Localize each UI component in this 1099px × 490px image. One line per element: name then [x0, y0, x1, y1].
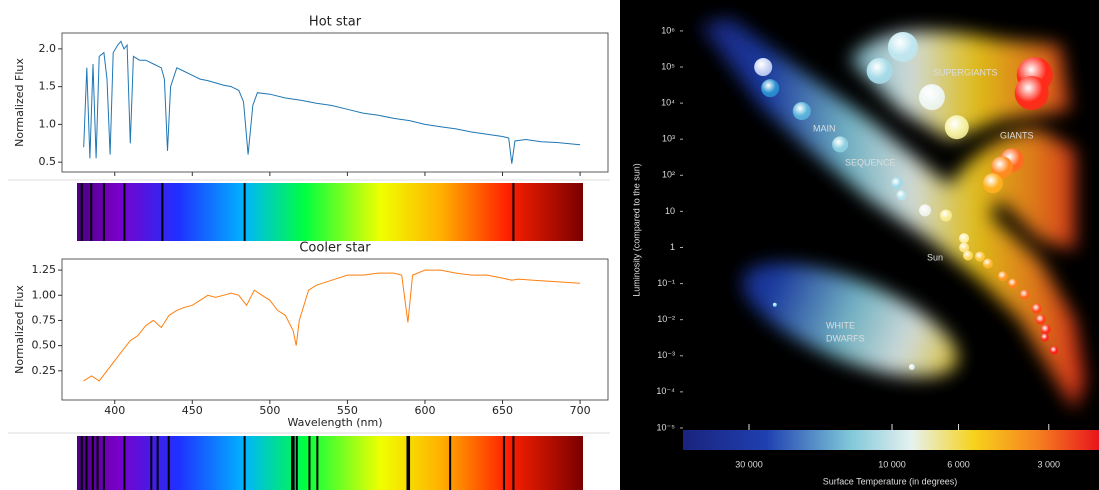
- y-tick-label: 10: [665, 206, 675, 216]
- y-tick-label: 0.50: [32, 339, 57, 352]
- star: [792, 102, 811, 121]
- y-tick-label: 2.0: [39, 42, 57, 55]
- y-tick-label: 10²: [662, 170, 675, 180]
- x-tick-label: 6 000: [947, 459, 970, 469]
- annotation: SUPERGIANTS: [933, 67, 998, 77]
- x-tick-label: 700: [570, 404, 591, 417]
- y-tick-label: 1.25: [32, 263, 57, 276]
- star: [890, 177, 903, 190]
- y-tick-label: 10⁻³: [657, 350, 675, 360]
- annotation: MAIN: [813, 123, 836, 133]
- star: [959, 233, 970, 244]
- y-tick-label: 1: [670, 242, 675, 252]
- y-tick-label: 10⁻²: [657, 314, 675, 324]
- y-axis-label: Luminosity (compared to the sun): [631, 163, 641, 297]
- plot-frame: [61, 32, 609, 173]
- x-tick-label: 400: [104, 404, 125, 417]
- x-tick-label: 30 000: [735, 459, 763, 469]
- annotation: SEQUENCE: [845, 157, 896, 167]
- y-tick-label: 10⁶: [661, 25, 675, 35]
- x-axis-label: Wavelength (nm): [287, 416, 382, 429]
- y-tick-label: 0.25: [32, 364, 57, 377]
- y-tick-label: 0.5: [39, 155, 57, 168]
- y-tick-label: 10⁻¹: [657, 278, 675, 288]
- y-tick-label: 10⁻⁵: [657, 422, 676, 432]
- y-tick-label: 1.5: [39, 80, 57, 93]
- x-tick-label: 550: [337, 404, 358, 417]
- x-tick-label: 3 000: [1038, 459, 1061, 469]
- y-tick-label: 10⁻⁴: [656, 386, 675, 396]
- spectrum-strip: [77, 183, 583, 241]
- x-tick-label: 650: [492, 404, 513, 417]
- y-tick-label: 10³: [662, 134, 675, 144]
- annotation: DWARFS: [826, 333, 865, 343]
- y-tick-label: 10⁵: [661, 61, 675, 71]
- star: [974, 251, 985, 262]
- y-tick-label: 1.00: [32, 288, 57, 301]
- star: [761, 79, 780, 98]
- x-tick-label: 450: [182, 404, 203, 417]
- spectrum-line: [83, 40, 581, 164]
- x-axis-label: Surface Temperature (in degrees): [823, 476, 957, 486]
- x-tick-label: 600: [414, 404, 435, 417]
- star: [997, 271, 1008, 282]
- star: [908, 363, 915, 370]
- spectrum-line: [83, 269, 581, 382]
- annotation: WHITE: [826, 320, 855, 330]
- star: [1014, 76, 1049, 111]
- star: [1040, 333, 1049, 342]
- y-axis-label: Normalized Flux: [13, 58, 26, 147]
- star: [1007, 278, 1018, 289]
- chart-title: Cooler star: [299, 241, 371, 256]
- star: [939, 209, 952, 222]
- star: [1050, 346, 1059, 355]
- annotation: GIANTS: [1000, 130, 1034, 140]
- spectrum-strip: [77, 436, 583, 490]
- temperature-colorbar: [683, 430, 1099, 450]
- star: [990, 156, 1013, 179]
- y-tick-label: 1.0: [39, 117, 57, 130]
- star: [962, 250, 973, 261]
- annotation: Sun: [927, 252, 943, 262]
- x-tick-label: 500: [259, 404, 280, 417]
- star: [887, 31, 918, 62]
- star: [944, 115, 969, 140]
- star: [982, 258, 993, 269]
- x-tick-label: 10 000: [878, 459, 906, 469]
- y-tick-label: 0.75: [32, 313, 57, 326]
- star: [896, 190, 907, 201]
- y-tick-label: 10⁴: [661, 97, 675, 107]
- y-axis-label: Normalized Flux: [13, 285, 26, 374]
- star: [1019, 289, 1030, 300]
- plot-frame: [61, 258, 609, 401]
- star: [866, 57, 893, 84]
- star: [982, 173, 1003, 194]
- star: [919, 204, 932, 217]
- star: [959, 242, 970, 253]
- star: [1035, 314, 1046, 325]
- chart-title: Hot star: [309, 15, 362, 30]
- star: [772, 302, 777, 307]
- star: [918, 84, 945, 111]
- star: [1031, 303, 1042, 314]
- star: [832, 136, 849, 153]
- star: [1040, 324, 1051, 335]
- star: [754, 58, 773, 77]
